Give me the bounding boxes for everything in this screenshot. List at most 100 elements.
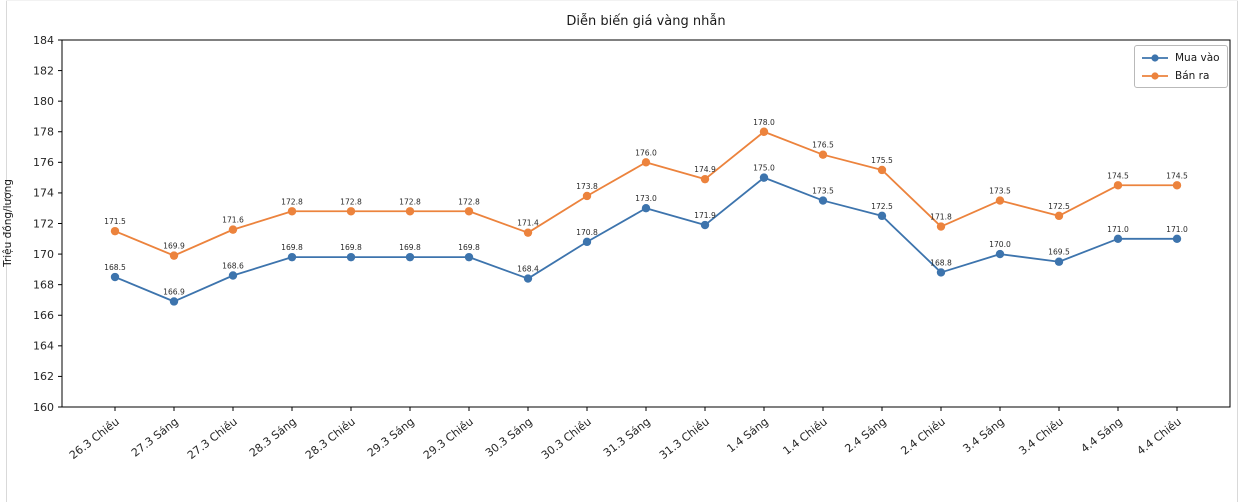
x-tick-label: 30.3 Sáng — [483, 415, 535, 460]
point-value-label: 171.9 — [694, 211, 716, 220]
point-value-label: 169.8 — [340, 243, 362, 252]
x-tick-label: 28.3 Sáng — [247, 415, 299, 460]
data-point — [464, 252, 474, 262]
x-tick-label: 29.3 Sáng — [365, 415, 417, 460]
point-value-label: 169.9 — [163, 242, 185, 251]
data-point — [877, 165, 887, 175]
point-value-label: 170.0 — [989, 240, 1011, 249]
data-point — [582, 191, 592, 201]
point-value-label: 171.6 — [222, 216, 244, 225]
point-value-label: 175.0 — [753, 164, 775, 173]
data-point — [405, 207, 415, 216]
data-point — [346, 252, 356, 262]
point-value-label: 176.5 — [812, 141, 834, 150]
data-point — [1054, 257, 1064, 266]
point-value-label: 171.8 — [930, 213, 952, 222]
y-tick-label: 168 — [33, 278, 54, 291]
data-point — [228, 225, 238, 234]
point-value-label: 166.9 — [163, 287, 185, 296]
card-border-right — [1237, 0, 1238, 502]
point-value-label: 178.0 — [753, 118, 775, 127]
y-tick-label: 178 — [33, 126, 54, 139]
point-value-label: 172.8 — [340, 197, 362, 206]
data-point — [1172, 181, 1182, 190]
point-value-label: 173.5 — [812, 187, 834, 196]
legend-line-marker-icon — [1142, 71, 1168, 80]
point-value-label: 169.8 — [399, 243, 421, 252]
data-point — [346, 207, 356, 216]
series-mua-vao: 168.5 166.9 168.6 169.8 169.8 169.8 169.8 168.4… — [104, 164, 1188, 306]
point-value-label: 169.8 — [281, 243, 303, 252]
data-point — [818, 150, 828, 159]
data-point — [759, 173, 769, 182]
point-value-label: 173.8 — [576, 182, 598, 191]
x-tick-label: 29.3 Chiều — [421, 415, 476, 462]
point-value-label: 174.5 — [1166, 171, 1188, 180]
point-value-label: 175.5 — [871, 156, 893, 165]
x-axis: 26.3 Chiều 27.3 Sáng 27.3 Chiều 28.3 Sáng 28… — [67, 407, 1184, 462]
data-point — [700, 174, 710, 184]
point-value-label: 172.5 — [1048, 202, 1070, 211]
data-point — [641, 158, 651, 167]
data-point — [110, 272, 120, 282]
x-tick-label: 3.4 Sáng — [960, 415, 1006, 455]
data-point — [641, 204, 651, 213]
y-tick-label: 182 — [33, 64, 54, 77]
x-tick-label: 3.4 Chiều — [1017, 415, 1066, 458]
point-value-label: 168.4 — [517, 265, 539, 274]
x-tick-label: 1.4 Chiều — [781, 415, 830, 458]
data-point — [287, 252, 297, 262]
point-value-label: 172.8 — [399, 197, 421, 206]
y-tick-label: 166 — [33, 309, 54, 322]
y-tick-label: 180 — [33, 95, 54, 108]
data-point — [582, 237, 592, 247]
point-value-label: 172.5 — [871, 202, 893, 211]
legend-item-mua-vao[interactable]: Mua vào — [1141, 50, 1221, 65]
data-point — [110, 226, 120, 236]
data-point — [523, 274, 533, 283]
data-point — [1172, 234, 1182, 243]
data-point — [523, 228, 533, 237]
chart-title: Diễn biến giá vàng nhẫn — [566, 14, 726, 29]
point-value-label: 168.5 — [104, 263, 126, 272]
x-tick-label: 27.3 Sáng — [129, 415, 181, 460]
y-tick-label: 174 — [33, 187, 54, 200]
y-axis: 160 162 164 166 168 170 172 174 176 178 180 182 184 — [33, 34, 62, 414]
point-value-label: 171.5 — [104, 217, 126, 226]
point-value-label: 172.8 — [281, 197, 303, 206]
point-value-label: 174.9 — [694, 165, 716, 174]
point-value-label: 171.4 — [517, 219, 539, 228]
card-border-left — [6, 0, 7, 502]
card-border-top — [6, 0, 1238, 1]
y-tick-label: 160 — [33, 401, 54, 414]
x-tick-label: 4.4 Chiều — [1135, 415, 1184, 458]
data-point — [936, 268, 946, 277]
point-value-label: 176.0 — [635, 148, 657, 157]
y-tick-label: 184 — [33, 34, 54, 47]
x-tick-label: 1.4 Sáng — [724, 415, 770, 455]
data-point — [995, 249, 1005, 259]
point-value-label: 168.8 — [930, 258, 952, 267]
data-point — [1113, 234, 1123, 243]
data-point — [877, 211, 887, 221]
x-tick-label: 31.3 Sáng — [601, 415, 653, 460]
y-tick-label: 176 — [33, 156, 54, 169]
point-value-label: 173.5 — [989, 187, 1011, 196]
y-axis-label: Triệu đồng/lượng — [2, 179, 14, 267]
legend-line-marker-icon — [1142, 53, 1168, 62]
legend-label: Bán ra — [1175, 69, 1210, 82]
x-tick-label: 4.4 Sáng — [1078, 415, 1124, 455]
data-point — [287, 207, 297, 216]
data-point — [169, 251, 179, 260]
y-tick-label: 170 — [33, 248, 54, 261]
legend-label: Mua vào — [1175, 51, 1220, 64]
point-value-label: 170.8 — [576, 228, 598, 237]
point-value-label: 171.0 — [1166, 225, 1188, 234]
data-point — [700, 220, 710, 230]
y-tick-label: 162 — [33, 370, 54, 383]
x-tick-label: 26.3 Chiều — [67, 415, 122, 462]
legend-item-ban-ra[interactable]: Bán ra — [1141, 68, 1221, 83]
legend: Mua vào Bán ra — [1134, 45, 1228, 88]
data-point — [405, 252, 415, 262]
